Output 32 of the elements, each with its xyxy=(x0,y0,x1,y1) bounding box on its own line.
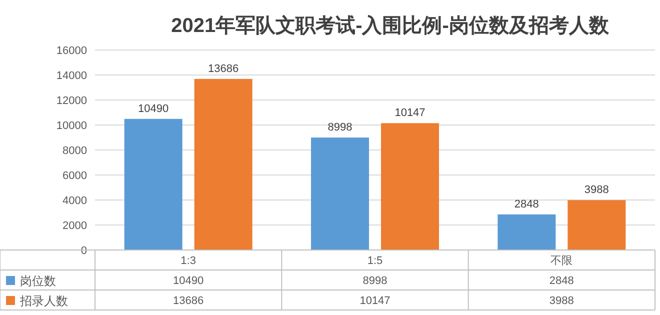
bar xyxy=(194,78,252,250)
value-label: 3988 xyxy=(584,184,609,196)
value-label: 8998 xyxy=(328,122,352,134)
y-tick-label: 12000 xyxy=(56,95,87,107)
y-tick-label: 4000 xyxy=(62,195,87,207)
legend-label: 招录人数 xyxy=(19,294,68,308)
x-tick-label: 不限 xyxy=(550,255,573,267)
title: 2021年军队文职考试-入围比例-岗位数及招考人数 xyxy=(171,15,609,37)
value-label: 2848 xyxy=(514,198,539,210)
bar xyxy=(311,138,369,250)
table-cell: 10147 xyxy=(360,295,390,307)
y-tick-label: 6000 xyxy=(62,170,87,182)
bar xyxy=(498,214,556,250)
value-label: 10147 xyxy=(394,107,426,120)
table-cell: 8998 xyxy=(362,275,388,287)
table-cell: 13686 xyxy=(173,295,204,307)
y-tick-label: 8000 xyxy=(62,145,87,157)
table-cell: 2848 xyxy=(549,275,574,287)
x-tick-label: 1:3 xyxy=(180,255,196,267)
y-tick-label: 2000 xyxy=(62,220,87,232)
legend-label: 岗位数 xyxy=(20,274,56,288)
table-cell: 3988 xyxy=(549,295,574,307)
bar xyxy=(124,118,182,250)
x-tick-label: 1:5 xyxy=(367,255,383,267)
value-label: 10490 xyxy=(138,102,169,115)
y-tick-label: 16000 xyxy=(56,45,87,57)
bar xyxy=(381,123,439,250)
bar xyxy=(568,200,626,250)
y-tick-label: 10000 xyxy=(56,120,87,132)
table-cell: 10490 xyxy=(173,275,204,287)
value-label: 13686 xyxy=(208,62,239,75)
y-tick-label: 14000 xyxy=(56,70,87,82)
